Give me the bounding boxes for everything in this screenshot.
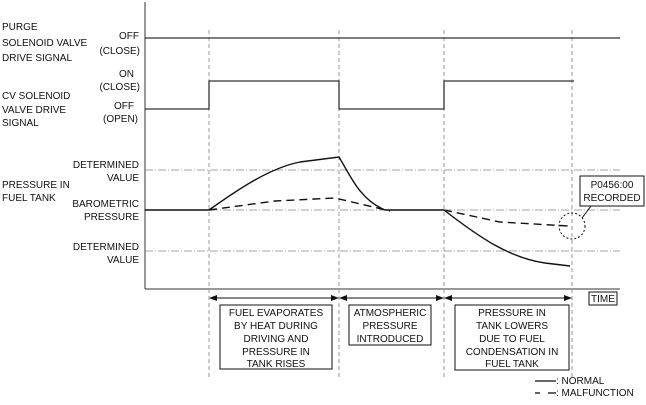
- svg-text:DETERMINED: DETERMINED: [73, 242, 139, 253]
- time-label: TIME: [591, 294, 615, 305]
- cv-label: CV SOLENOID VALVE DRIVE SIGNAL: [2, 91, 70, 129]
- purge-off-label: OFF: [119, 31, 139, 42]
- svg-text:PRESSURE IN: PRESSURE IN: [242, 347, 310, 358]
- svg-text:DETERMINED: DETERMINED: [73, 160, 139, 171]
- cv-signal-trace: [145, 80, 574, 110]
- svg-text:DRIVE SIGNAL: DRIVE SIGNAL: [2, 53, 72, 64]
- dtc-callout-box: [579, 175, 645, 207]
- legend-normal: : NORMAL: [556, 376, 605, 387]
- pressure-label: PRESSURE IN FUEL TANK: [2, 180, 70, 204]
- svg-text:PRESSURE: PRESSURE: [84, 212, 139, 223]
- cv-off-open-label: (OPEN): [103, 114, 138, 125]
- callout-leader: [581, 205, 592, 219]
- svg-text:BY HEAT DURING: BY HEAT DURING: [234, 321, 318, 332]
- purge-close-label: (CLOSE): [99, 46, 140, 57]
- svg-text:VALUE: VALUE: [107, 173, 139, 184]
- dtc-callout-code: P0456:00: [591, 180, 634, 191]
- svg-text:SOLENOID VALVE: SOLENOID VALVE: [2, 38, 88, 49]
- svg-text:FUEL EVAPORATES: FUEL EVAPORATES: [229, 308, 324, 319]
- svg-text:ATMOSPHERIC: ATMOSPHERIC: [354, 308, 427, 319]
- svg-text:FUEL TANK: FUEL TANK: [2, 193, 56, 204]
- pressure-malfunction-trace: [208, 197, 569, 227]
- reference-lines: [145, 169, 620, 252]
- phase-box-2: ATMOSPHERIC PRESSURE INTRODUCED: [348, 304, 432, 346]
- svg-text:PRESSURE IN: PRESSURE IN: [478, 308, 546, 319]
- svg-text:VALVE DRIVE: VALVE DRIVE: [2, 105, 66, 116]
- legend: : NORMAL : MALFUNCTION: [535, 376, 634, 399]
- svg-text:DUE TO FUEL: DUE TO FUEL: [479, 334, 545, 345]
- svg-text:VALUE: VALUE: [107, 255, 139, 266]
- svg-text:TANK RISES: TANK RISES: [247, 359, 306, 370]
- lower-determined-label: DETERMINED VALUE: [73, 242, 139, 266]
- cv-off-label: OFF: [114, 101, 134, 112]
- cv-on-close-label: (CLOSE): [99, 82, 140, 93]
- svg-text:PRESSURE IN: PRESSURE IN: [2, 180, 70, 191]
- phase-box-3: PRESSURE IN TANK LOWERS DUE TO FUEL COND…: [454, 304, 570, 371]
- phase-box-1: FUEL EVAPORATES BY HEAT DURING DRIVING A…: [219, 304, 333, 370]
- dtc-callout-status: RECORDED: [583, 193, 640, 204]
- svg-text:CV SOLENOID: CV SOLENOID: [2, 91, 70, 102]
- svg-text:PRESSURE: PRESSURE: [362, 321, 417, 332]
- svg-text:BAROMETRIC: BAROMETRIC: [72, 199, 139, 210]
- svg-text:DRIVING AND: DRIVING AND: [243, 334, 308, 345]
- svg-text:FUEL TANK: FUEL TANK: [485, 359, 539, 370]
- svg-text:PURGE: PURGE: [2, 22, 38, 33]
- pressure-normal-trace: [145, 156, 571, 267]
- barometric-label: BAROMETRIC PRESSURE: [72, 199, 139, 223]
- svg-text:TANK LOWERS: TANK LOWERS: [476, 321, 548, 332]
- time-label-box: [588, 291, 618, 306]
- purge-label: PURGE SOLENOID VALVE DRIVE SIGNAL: [2, 22, 88, 64]
- upper-determined-label: DETERMINED VALUE: [73, 160, 139, 184]
- malfunction-highlight-circle: [558, 212, 586, 240]
- svg-text:SIGNAL: SIGNAL: [2, 118, 39, 129]
- svg-text:CONDENSATION IN: CONDENSATION IN: [466, 347, 559, 358]
- legend-malfunction: : MALFUNCTION: [556, 388, 634, 399]
- cv-on-label: ON: [119, 69, 134, 80]
- svg-text:INTRODUCED: INTRODUCED: [357, 334, 424, 345]
